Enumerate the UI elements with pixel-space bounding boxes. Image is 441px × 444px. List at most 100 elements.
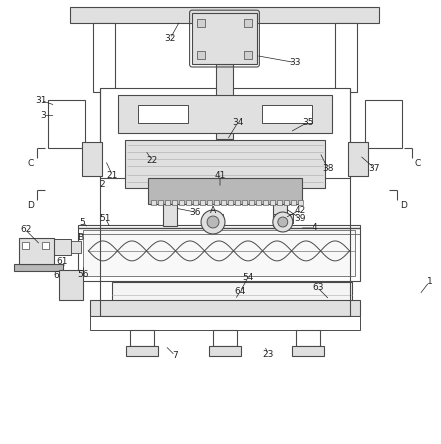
Bar	[130, 329, 154, 345]
Bar	[348, 142, 367, 176]
Text: 5: 5	[79, 218, 85, 226]
Bar	[90, 300, 359, 316]
Bar	[83, 230, 355, 276]
Bar	[209, 345, 241, 356]
Bar	[273, 204, 287, 226]
Text: A: A	[210, 206, 216, 214]
Bar	[296, 329, 320, 345]
Text: C: C	[414, 159, 421, 168]
Bar	[19, 238, 53, 264]
Bar	[277, 200, 282, 205]
Text: B: B	[77, 234, 83, 242]
Bar	[22, 242, 29, 249]
Text: 34: 34	[232, 118, 243, 127]
Bar	[53, 239, 71, 255]
Bar	[262, 105, 312, 123]
Bar	[197, 51, 205, 59]
Text: 41: 41	[214, 170, 226, 180]
Circle shape	[278, 217, 288, 227]
Text: C: C	[27, 159, 34, 168]
Text: 54: 54	[242, 274, 254, 282]
Text: 32: 32	[164, 34, 176, 43]
Bar	[263, 200, 268, 205]
Bar	[207, 200, 212, 205]
Bar	[48, 100, 86, 148]
Bar	[244, 51, 252, 59]
Bar	[213, 329, 237, 345]
Circle shape	[201, 210, 225, 234]
Bar	[158, 200, 163, 205]
Bar	[216, 64, 233, 139]
Text: 36: 36	[189, 207, 201, 217]
Bar	[249, 200, 254, 205]
Text: 61: 61	[57, 258, 68, 266]
Text: 38: 38	[322, 164, 333, 173]
Bar	[148, 178, 302, 204]
Text: 3: 3	[41, 111, 46, 120]
Text: 51: 51	[100, 214, 111, 222]
Bar	[163, 204, 177, 226]
Text: 4: 4	[312, 223, 318, 233]
Text: 23: 23	[262, 350, 273, 359]
Bar	[71, 7, 380, 23]
Bar	[172, 200, 177, 205]
Bar	[78, 225, 359, 281]
Text: D: D	[27, 201, 34, 210]
Bar	[118, 95, 332, 133]
Circle shape	[207, 216, 219, 228]
Bar	[165, 200, 170, 205]
Circle shape	[273, 212, 293, 232]
Bar	[221, 200, 226, 205]
Text: 63: 63	[312, 283, 323, 292]
Bar	[192, 13, 257, 64]
Text: 7: 7	[172, 351, 178, 360]
Bar	[112, 282, 351, 324]
Bar	[256, 200, 261, 205]
Bar	[82, 142, 102, 176]
Bar	[126, 345, 158, 356]
Text: 22: 22	[146, 156, 158, 165]
Bar	[298, 200, 303, 205]
Bar	[273, 214, 293, 223]
Bar	[200, 200, 205, 205]
Text: 35: 35	[302, 118, 314, 127]
Bar	[365, 100, 403, 148]
Text: 2: 2	[100, 180, 105, 189]
Bar	[138, 105, 188, 123]
Bar	[90, 316, 359, 329]
Bar	[242, 200, 247, 205]
Text: 21: 21	[107, 170, 118, 180]
Bar	[228, 200, 233, 205]
Text: D: D	[400, 201, 407, 210]
Bar	[101, 88, 350, 178]
Bar	[186, 200, 191, 205]
Bar	[214, 200, 219, 205]
Bar	[335, 23, 357, 92]
Bar	[41, 242, 49, 249]
Bar	[14, 264, 64, 271]
Bar	[235, 200, 240, 205]
Text: 1: 1	[426, 278, 432, 286]
Bar	[125, 140, 325, 188]
Text: 37: 37	[369, 164, 380, 173]
Bar	[244, 19, 252, 27]
Text: 31: 31	[35, 96, 46, 105]
Text: 56: 56	[78, 270, 89, 279]
Bar	[292, 345, 324, 356]
Text: 64: 64	[234, 287, 246, 296]
Bar	[151, 200, 156, 205]
Bar	[93, 23, 116, 92]
Bar	[71, 241, 82, 253]
Bar	[291, 200, 296, 205]
Bar	[197, 19, 205, 27]
Text: 62: 62	[20, 226, 31, 234]
Text: 33: 33	[289, 58, 300, 67]
Text: 6: 6	[54, 271, 60, 280]
Bar	[59, 270, 83, 300]
Bar	[203, 214, 223, 223]
Text: 42: 42	[294, 206, 305, 214]
Bar	[284, 200, 289, 205]
Text: 39: 39	[294, 214, 306, 222]
Bar	[179, 200, 184, 205]
Bar	[270, 200, 275, 205]
